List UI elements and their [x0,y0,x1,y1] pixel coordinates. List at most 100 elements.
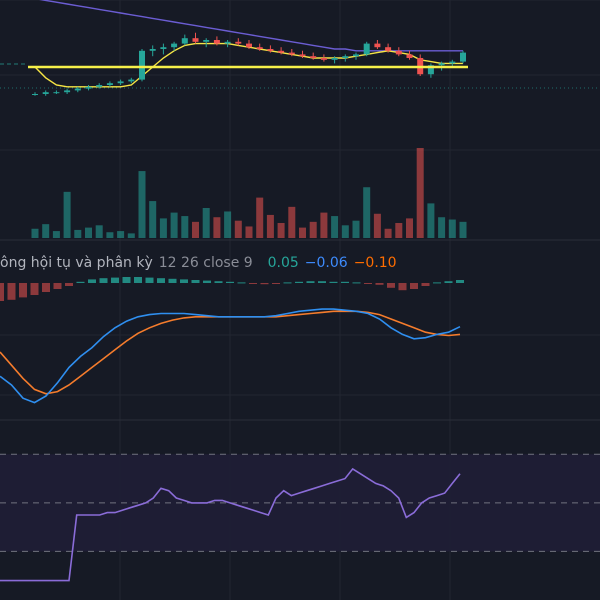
volume-bar-31 [363,187,371,238]
macd-hist-bar-8 [88,279,96,283]
macd-legend-hist-value: 0.05 [267,255,299,271]
volume-bar-4 [74,229,82,238]
macd-hist-bar-40 [456,280,464,283]
volume-pane [31,148,467,238]
candle-body-15 [192,38,199,42]
volume-bar-34 [395,223,403,238]
macd-legend-params: 12 26 close 9 [158,255,253,271]
candle-body-14 [181,38,188,44]
volume-bar-5 [85,227,92,238]
candle-body-9 [128,79,135,82]
macd-hist-bar-6 [65,283,73,286]
candle-body-0 [32,94,38,95]
volume-bar-37 [427,203,435,238]
macd-hist-bar-14 [157,278,165,283]
macd-hist-bar-3 [30,283,39,295]
volume-bar-13 [170,212,178,238]
macd-hist-bar-24 [272,283,280,284]
volume-bar-32 [373,213,381,238]
volume-bar-36 [416,148,424,238]
macd-hist-bar-22 [249,283,257,284]
candle-body-20 [246,43,252,48]
volume-bar-14 [181,216,189,238]
candle-body-18 [224,41,231,44]
candle-body-28 [331,58,338,60]
candle-body-16 [203,40,210,42]
candle-body-19 [235,41,242,44]
macd-hist-bar-29 [329,281,338,283]
volume-bar-40 [459,221,467,238]
candle-body-11 [149,49,156,51]
macd-hist-bar-21 [237,282,246,284]
candle-body-7 [106,83,113,85]
macd-hist-bar-32 [364,283,372,284]
candle-body-2 [53,92,60,94]
macd-hist-bar-7 [76,281,85,283]
candle-body-32 [374,43,381,48]
macd-hist-bar-4 [42,283,50,292]
candle-body-1 [42,92,49,94]
candle-body-13 [171,43,178,48]
macd-hist-bar-26 [295,281,303,283]
candle-body-24 [288,52,295,55]
candle-body-38 [438,63,445,66]
volume-bar-23 [277,223,285,238]
volume-bar-18 [224,211,232,238]
candle-body-29 [342,56,349,58]
macd-hist-bar-9 [99,278,108,283]
candle-body-25 [299,54,306,57]
volume-bar-7 [106,232,114,238]
macd-hist-bar-27 [306,281,315,283]
macd-line [0,308,461,404]
volume-bar-29 [341,225,349,238]
macd-legend-title: ông hội tụ và phân kỳ [0,255,153,271]
volume-bar-3 [63,191,71,238]
macd-hist-bar-23 [260,283,269,285]
candle-body-39 [449,61,456,64]
volume-bar-2 [52,231,60,238]
macd-hist-bar-1 [7,283,16,300]
macd-hist-bar-25 [283,282,292,284]
volume-bar-38 [438,217,446,238]
volume-bar-17 [213,217,221,238]
macd-hist-bar-5 [53,283,62,289]
volume-bar-28 [331,216,339,238]
candle-body-30 [353,54,359,57]
macd-legend-signal-value: −0.10 [353,255,397,271]
candle-body-34 [395,50,402,55]
macd-hist-bar-2 [19,283,27,298]
macd-hist-bar-15 [168,278,177,283]
volume-bar-15 [192,221,199,238]
macd-hist-bar-11 [122,277,131,283]
candle-body-17 [213,40,220,44]
macd-hist-bar-28 [318,281,326,283]
volume-bar-33 [384,228,392,238]
candle-body-6 [96,85,103,87]
volume-bar-27 [320,212,328,238]
volume-bar-24 [288,206,296,238]
rsi-pane [0,453,600,582]
volume-bar-1 [42,224,50,238]
macd-hist-bar-38 [433,282,441,284]
candle-body-22 [267,49,274,51]
volume-bar-9 [127,233,135,238]
macd-hist-bar-12 [134,277,142,283]
macd-hist-bar-18 [203,280,211,283]
volume-bar-11 [149,201,157,238]
macd-hist-bar-10 [111,277,119,283]
macd-hist-bar-17 [191,280,200,283]
candle-body-23 [278,50,285,53]
macd-pane [0,277,464,404]
macd-hist-bar-19 [214,281,223,283]
volume-bar-26 [309,221,317,238]
candle-body-40 [460,52,466,62]
volume-bar-39 [448,219,456,238]
macd-hist-bar-34 [387,283,395,288]
volume-bar-0 [31,228,39,238]
candle-body-10 [139,50,145,80]
candle-body-12 [160,47,167,49]
volume-bar-22 [266,214,274,238]
candle-body-8 [117,81,124,84]
macd-hist-bar-20 [226,281,234,283]
